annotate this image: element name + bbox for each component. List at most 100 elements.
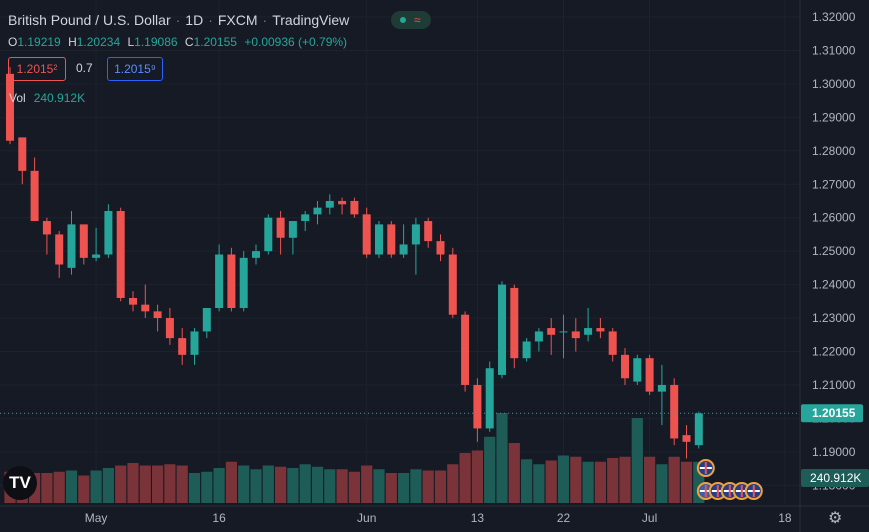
volume-bar xyxy=(78,475,90,503)
volume-bar xyxy=(348,471,360,503)
volume-bar xyxy=(176,465,188,503)
interval-label[interactable]: 1D xyxy=(185,12,204,28)
chart-header: British Pound / U.S. Dollar · 1D · FXCM · Trad… xyxy=(8,12,350,28)
time-tick-label: 16 xyxy=(212,511,226,525)
high-value: 1.20234 xyxy=(76,35,121,49)
high-label: H xyxy=(68,35,77,49)
tradingview-logo[interactable]: TV xyxy=(3,466,37,500)
candle-body xyxy=(424,221,433,242)
volume-bar xyxy=(287,468,299,503)
volume-bar xyxy=(225,461,237,503)
candle-body xyxy=(596,328,605,332)
candle-body xyxy=(571,331,580,339)
last-price-tag xyxy=(801,404,863,423)
volume-bar xyxy=(262,465,274,503)
candle-body xyxy=(633,358,642,382)
candle-body xyxy=(202,308,211,332)
economic-event-markers[interactable] xyxy=(696,459,763,500)
volume-value: 240.912K xyxy=(33,91,86,105)
candle-body xyxy=(301,214,310,222)
candle-body xyxy=(399,244,408,255)
candle-body xyxy=(153,311,162,319)
volume-bar xyxy=(693,461,705,503)
candle-body xyxy=(608,331,617,355)
candle-body xyxy=(288,221,297,238)
candle-body xyxy=(252,251,260,258)
candle-body xyxy=(325,200,334,208)
candle-body xyxy=(276,217,285,238)
candle-body xyxy=(178,338,187,355)
volume-value-label: 240.912K xyxy=(810,471,861,485)
volume-bar xyxy=(102,468,114,503)
volume-bar xyxy=(385,473,397,503)
exchange-label: FXCM xyxy=(217,12,258,28)
candle-body xyxy=(559,331,568,333)
price-tick-label: 1.22000 xyxy=(812,345,856,359)
volume-bar xyxy=(299,464,311,503)
low-value: 1.19086 xyxy=(134,35,178,49)
volume-bar xyxy=(570,456,582,503)
sell-button[interactable]: 1.2015² xyxy=(8,57,66,81)
volume-bar xyxy=(644,456,656,503)
price-tick-label: 1.26000 xyxy=(812,211,856,225)
price-tick-label: 1.27000 xyxy=(812,177,856,191)
candle-body xyxy=(682,435,691,442)
volume-bar xyxy=(656,464,668,503)
candle-body xyxy=(67,224,76,268)
volume-bar xyxy=(373,469,385,503)
volume-bar xyxy=(594,461,606,503)
candle-body xyxy=(129,297,137,305)
market-open-wave-icon: ≈ xyxy=(414,13,421,27)
time-tick-label: 13 xyxy=(471,511,485,525)
time-tick-label: May xyxy=(85,511,108,525)
volume-label: Vol xyxy=(9,91,26,105)
volume-bar xyxy=(607,458,619,503)
candle-body xyxy=(375,224,383,255)
candle-body xyxy=(18,137,27,171)
source-label: TradingView xyxy=(272,12,350,28)
open-value: 1.19219 xyxy=(17,35,61,49)
time-tick-label: Jul xyxy=(642,511,657,525)
price-tick-label: 1.32000 xyxy=(812,10,856,24)
symbol-name[interactable]: British Pound / U.S. Dollar xyxy=(8,12,171,28)
volume-bar xyxy=(213,468,225,503)
candle-body xyxy=(215,254,224,309)
price-tick-label: 1.24000 xyxy=(812,278,856,292)
volume-bar xyxy=(41,473,53,503)
candle-body xyxy=(338,200,347,205)
candle-body xyxy=(55,234,64,265)
time-tick-label: Jun xyxy=(357,511,376,525)
candle-body xyxy=(227,254,236,309)
market-status-badge[interactable]: ≈ xyxy=(391,11,431,29)
candle-body xyxy=(448,254,457,315)
volume-bar xyxy=(127,463,139,503)
candle-body xyxy=(116,211,125,298)
volume-bar xyxy=(164,464,176,503)
volume-bar xyxy=(447,464,459,503)
candles[interactable] xyxy=(6,67,703,459)
volume-legend: Vol 240.912K xyxy=(9,91,85,105)
candle-body xyxy=(313,207,322,215)
price-tick-label: 1.31000 xyxy=(812,43,856,57)
time-axis[interactable]: May 16 Jun 13 22 Jul 18 xyxy=(85,511,792,525)
volume-value-tag xyxy=(801,469,869,487)
candle-body xyxy=(104,211,113,255)
volume-bar xyxy=(188,473,201,503)
candle-body xyxy=(461,314,470,385)
buy-button[interactable]: 1.2015⁹ xyxy=(107,57,163,81)
candle-body xyxy=(534,331,543,342)
ohlc-legend: O1.19219 H1.20234 L1.19086 C1.20155 +0.0… xyxy=(8,35,351,49)
volume-bar xyxy=(434,470,447,503)
candle-body xyxy=(584,328,593,335)
gear-icon[interactable]: ⚙ xyxy=(828,510,843,527)
volume-bar xyxy=(557,455,570,503)
candle-body xyxy=(165,318,174,339)
candle-body xyxy=(473,384,482,429)
volume-bar xyxy=(619,456,631,503)
candle-body xyxy=(350,200,359,215)
volume-bar xyxy=(139,465,151,503)
volume-bar xyxy=(152,465,164,503)
candle-body xyxy=(42,221,51,235)
price-tick-label: 1.19000 xyxy=(812,445,856,459)
